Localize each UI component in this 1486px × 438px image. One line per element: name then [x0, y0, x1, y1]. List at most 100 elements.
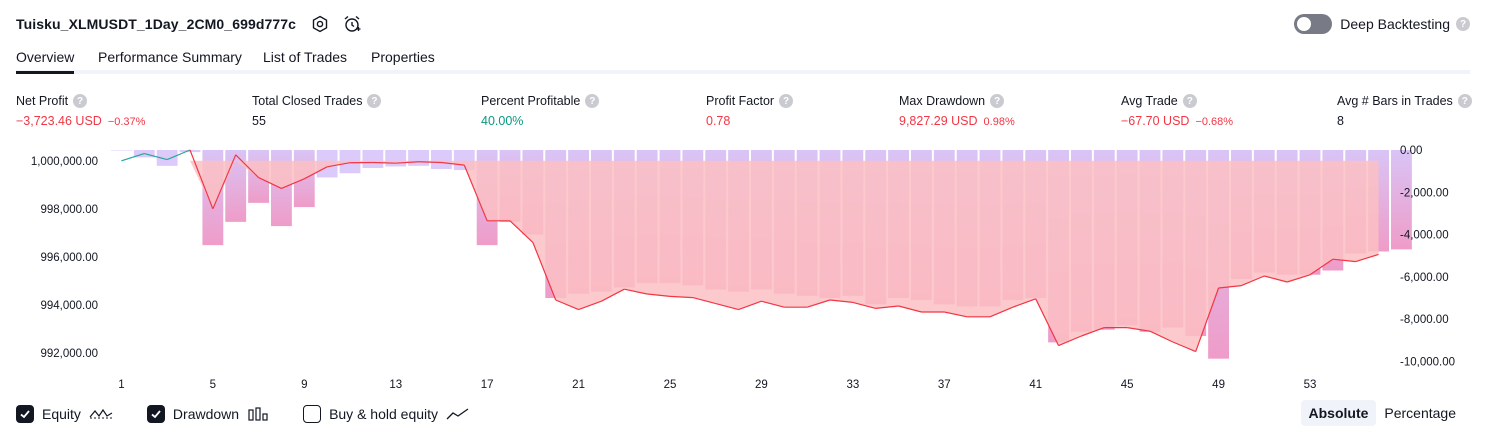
x-axis-tick: 9 — [301, 379, 307, 391]
metric-value-text: 8 — [1337, 114, 1344, 128]
legend-buy-hold[interactable]: Buy & hold equity — [303, 405, 470, 423]
metric-avg-trade: Avg Trade? −67.70 USD −0.68% — [1121, 94, 1233, 128]
deep-backtesting-toggle[interactable] — [1294, 14, 1333, 34]
legend-drawdown[interactable]: Drawdown — [146, 405, 269, 423]
left-axis-tick: 998,000.00 — [40, 204, 98, 216]
equity-line-segment — [532, 242, 557, 301]
scale-mode-switch: Absolute Percentage — [1300, 400, 1465, 426]
equity-line-segment — [395, 161, 419, 164]
metric-label-text: Total Closed Trades — [252, 94, 363, 108]
drawdown-bar — [385, 150, 407, 167]
right-axis-tick: -8,000.00 — [1400, 314, 1449, 326]
left-axis-tick: 996,000.00 — [40, 252, 98, 264]
metric-label-text: Avg # Bars in Trades — [1337, 94, 1453, 108]
help-icon[interactable]: ? — [73, 94, 88, 108]
metric-value: 55 — [252, 114, 381, 128]
equity-loss-area — [121, 160, 1379, 352]
metric-max-drawdown: Max Drawdown? 9,827.29 USD 0.98% — [899, 94, 1015, 128]
legend-equity-label: Equity — [42, 406, 81, 422]
x-axis-tick: 17 — [481, 379, 494, 391]
help-icon[interactable]: ? — [779, 94, 794, 108]
alarm-clock-icon[interactable] — [342, 14, 362, 34]
metric-percent: −0.37% — [107, 116, 146, 128]
equity-line-segment — [166, 149, 191, 161]
drawdown-bar — [408, 150, 429, 166]
tab-overview[interactable]: Overview — [16, 49, 75, 74]
equity-line-segment — [121, 153, 145, 162]
mode-absolute[interactable]: Absolute — [1300, 400, 1377, 426]
tab-properties[interactable]: Properties — [371, 49, 435, 65]
equity-line-segment — [372, 161, 396, 164]
x-axis-tick: 45 — [1121, 379, 1134, 391]
help-icon[interactable]: ? — [1456, 17, 1470, 31]
chart-axes: 1,000,000.00 998,000.00 996,000.00 994,000.… — [31, 145, 1455, 391]
tab-performance-summary[interactable]: Performance Summary — [98, 49, 242, 65]
metric-value-text: 55 — [252, 114, 266, 128]
x-axis-tick: 37 — [938, 379, 951, 391]
equity-line-segment — [235, 154, 259, 179]
metric-percent: −0.68% — [1195, 116, 1234, 128]
equity-line-segment — [441, 161, 465, 166]
x-axis-tick: 41 — [1029, 379, 1042, 391]
metric-value: 9,827.29 USD 0.98% — [899, 114, 1015, 128]
metric-net-profit: Net Profit? −3,723.46 USD −0.37% — [16, 94, 145, 128]
equity-line-segment — [601, 288, 625, 302]
metric-label-text: Avg Trade — [1121, 94, 1178, 108]
left-axis-tick: 1,000,000.00 — [31, 156, 98, 168]
drawdown-checkbox[interactable] — [146, 405, 165, 423]
right-axis-tick: 0.00 — [1400, 145, 1422, 157]
equity-line-segment — [509, 220, 534, 243]
drawdown-bar — [225, 150, 247, 222]
equity-line-segment — [463, 164, 488, 222]
metric-label: Avg # Bars in Trades? — [1337, 94, 1472, 108]
metric-percent: 0.98% — [983, 116, 1015, 128]
equity-line-segment — [281, 178, 305, 189]
equity-line-segment — [944, 311, 968, 318]
equity-line-segment — [761, 300, 785, 308]
equity-line-segment — [212, 154, 237, 210]
mode-percentage[interactable]: Percentage — [1384, 405, 1456, 421]
buy-hold-checkbox[interactable] — [303, 405, 322, 423]
metric-label: Net Profit? — [16, 94, 145, 108]
tab-list-of-trades[interactable]: List of Trades — [263, 49, 348, 65]
help-icon[interactable]: ? — [585, 94, 600, 108]
equity-line-segment — [189, 149, 214, 210]
metric-label: Percent Profitable? — [481, 94, 600, 108]
equity-line — [121, 149, 1379, 353]
legend-equity[interactable]: Equity — [16, 405, 113, 423]
equity-line-segment — [829, 299, 853, 303]
metric-percent-profitable: Percent Profitable? 40.00% — [481, 94, 600, 128]
drawdown-bar — [111, 150, 132, 151]
toggle-knob — [1297, 17, 1312, 31]
equity-line-segment — [1332, 258, 1356, 263]
help-icon[interactable]: ? — [990, 94, 1005, 108]
equity-line-segment — [852, 301, 876, 309]
equity-area — [121, 160, 1379, 352]
metric-profit-factor: Profit Factor? 0.78 — [706, 94, 794, 128]
equity-line-segment — [1264, 275, 1288, 283]
equity-line-segment — [715, 303, 739, 311]
metric-total-closed-trades: Total Closed Trades? 55 — [252, 94, 382, 128]
metric-value-text: −67.70 USD — [1121, 114, 1190, 128]
equity-line-segment — [327, 162, 351, 168]
equity-wave-icon — [89, 407, 113, 421]
gear-icon[interactable] — [310, 14, 330, 34]
help-icon[interactable]: ? — [1457, 94, 1472, 108]
equity-line-segment — [1149, 330, 1174, 343]
metric-label-text: Max Drawdown — [899, 94, 986, 108]
x-axis-tick: 25 — [664, 379, 677, 391]
metric-label-text: Percent Profitable — [481, 94, 581, 108]
drawdown-bar — [1391, 150, 1412, 250]
drawdown-bars-icon — [247, 407, 269, 421]
metric-value: 40.00% — [481, 114, 599, 128]
equity-line-segment — [898, 305, 922, 313]
chart-legend: Equity Drawdown Buy & hold equity — [16, 403, 504, 425]
legend-buy-hold-label: Buy & hold equity — [329, 406, 439, 422]
x-axis-tick: 29 — [755, 379, 768, 391]
right-axis-tick: -2,000.00 — [1400, 187, 1449, 199]
equity-checkbox[interactable] — [16, 405, 34, 423]
x-axis-tick: 49 — [1212, 379, 1225, 391]
help-icon[interactable]: ? — [367, 94, 382, 108]
help-icon[interactable]: ? — [1182, 94, 1197, 108]
equity-line-segment — [578, 300, 602, 311]
